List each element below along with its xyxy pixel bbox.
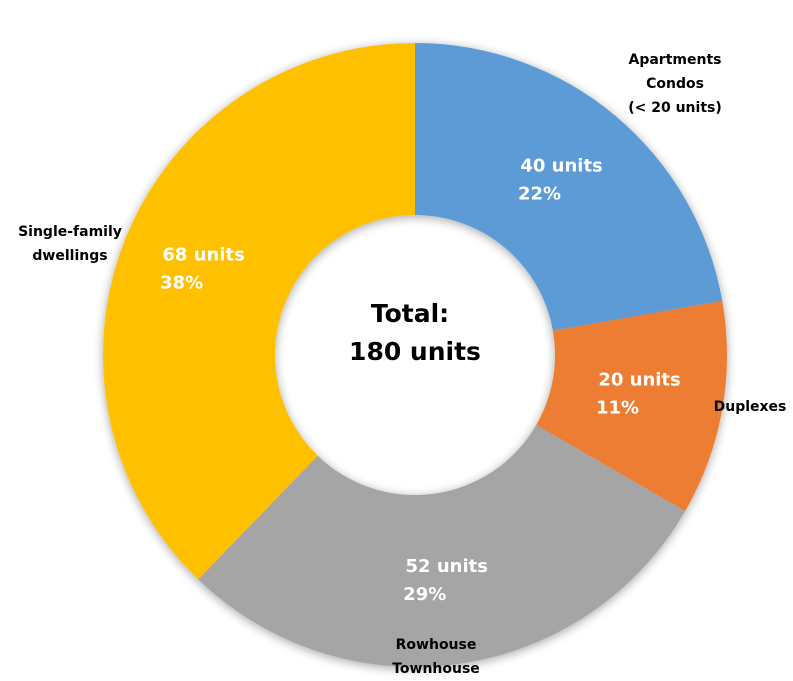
value-label: 20 units: [598, 370, 680, 391]
donut-slice: [198, 425, 686, 667]
category-label: Single-family: [18, 224, 122, 240]
percent-label: 22%: [518, 183, 561, 204]
category-label: Condos: [646, 76, 704, 92]
donut-slice: [536, 300, 728, 511]
value-label: 68 units: [162, 245, 244, 266]
category-label: Rowhouse: [396, 637, 477, 653]
center-label: 180 units: [349, 337, 481, 366]
percent-label: 29%: [403, 584, 446, 605]
category-label: (< 20 units): [628, 100, 722, 116]
percent-label: 11%: [596, 398, 639, 419]
value-label: 52 units: [406, 556, 488, 577]
donut-slice: [415, 43, 723, 331]
category-label: dwellings: [32, 248, 107, 264]
donut-ring: [102, 43, 728, 667]
category-label: Apartments: [629, 52, 722, 68]
percent-label: 38%: [160, 273, 203, 294]
category-label: Townhouse: [392, 661, 480, 677]
value-label: 40 units: [520, 155, 602, 176]
center-label: Total:: [371, 299, 449, 328]
category-label: Duplexes: [714, 399, 787, 415]
donut-slice: [102, 43, 415, 580]
